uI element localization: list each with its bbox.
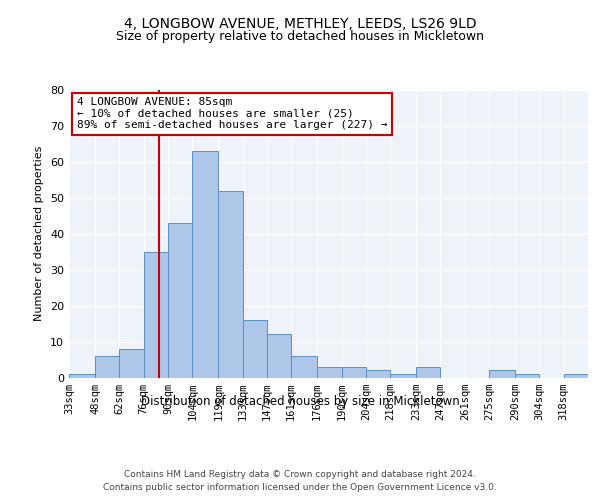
- Text: Size of property relative to detached houses in Mickletown: Size of property relative to detached ho…: [116, 30, 484, 43]
- Bar: [192, 151, 218, 378]
- Bar: [366, 370, 390, 378]
- Bar: [291, 356, 317, 378]
- Bar: [489, 370, 515, 378]
- Bar: [515, 374, 539, 378]
- Bar: [267, 334, 291, 378]
- Bar: [168, 223, 192, 378]
- Bar: [416, 366, 440, 378]
- Bar: [69, 374, 95, 378]
- Bar: [341, 366, 366, 378]
- Bar: [317, 366, 341, 378]
- Bar: [143, 252, 168, 378]
- Bar: [242, 320, 267, 378]
- Text: Distribution of detached houses by size in Mickletown: Distribution of detached houses by size …: [140, 395, 460, 408]
- Bar: [95, 356, 119, 378]
- Text: Contains public sector information licensed under the Open Government Licence v3: Contains public sector information licen…: [103, 482, 497, 492]
- Bar: [119, 349, 143, 378]
- Bar: [563, 374, 588, 378]
- Bar: [390, 374, 416, 378]
- Bar: [218, 190, 242, 378]
- Text: 4 LONGBOW AVENUE: 85sqm
← 10% of detached houses are smaller (25)
89% of semi-de: 4 LONGBOW AVENUE: 85sqm ← 10% of detache…: [77, 97, 387, 130]
- Text: 4, LONGBOW AVENUE, METHLEY, LEEDS, LS26 9LD: 4, LONGBOW AVENUE, METHLEY, LEEDS, LS26 …: [124, 18, 476, 32]
- Y-axis label: Number of detached properties: Number of detached properties: [34, 146, 44, 322]
- Text: Contains HM Land Registry data © Crown copyright and database right 2024.: Contains HM Land Registry data © Crown c…: [124, 470, 476, 479]
